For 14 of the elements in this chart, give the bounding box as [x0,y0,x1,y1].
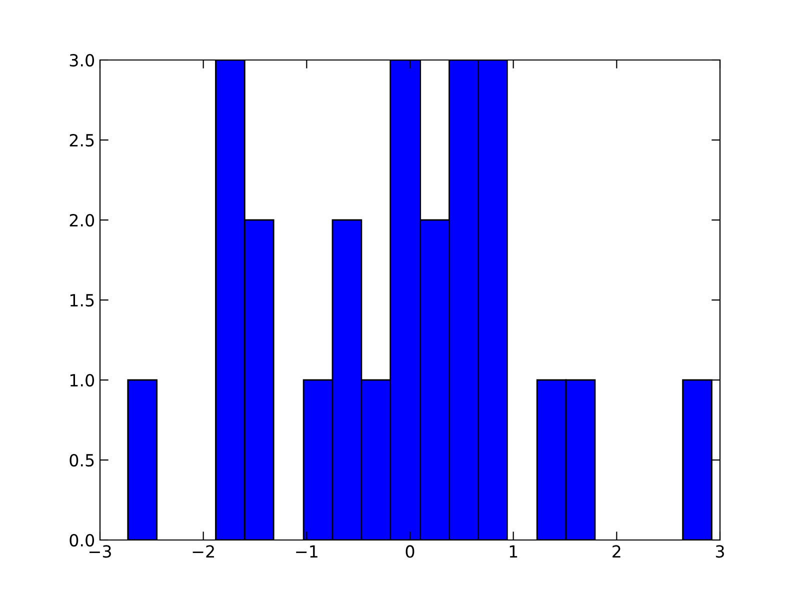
x-tick-label: 1 [510,545,518,558]
y-tick-label: 3.0 [70,54,94,67]
x-tick-label: −1 [296,545,318,558]
x-tick-label: 3 [716,545,724,558]
y-tick-label: 2.0 [70,214,94,227]
y-tick-label: 2.5 [70,134,94,147]
y-tick-label: 1.5 [70,294,94,307]
x-tick-label: −2 [192,545,214,558]
y-tick-label: 0.5 [70,454,94,467]
y-tick-label: 1.0 [70,374,94,387]
x-tick-label: −3 [89,545,111,558]
y-tick-label: 0.0 [70,534,94,547]
x-tick-label: 2 [612,545,620,558]
x-tick-label: 0 [406,545,414,558]
